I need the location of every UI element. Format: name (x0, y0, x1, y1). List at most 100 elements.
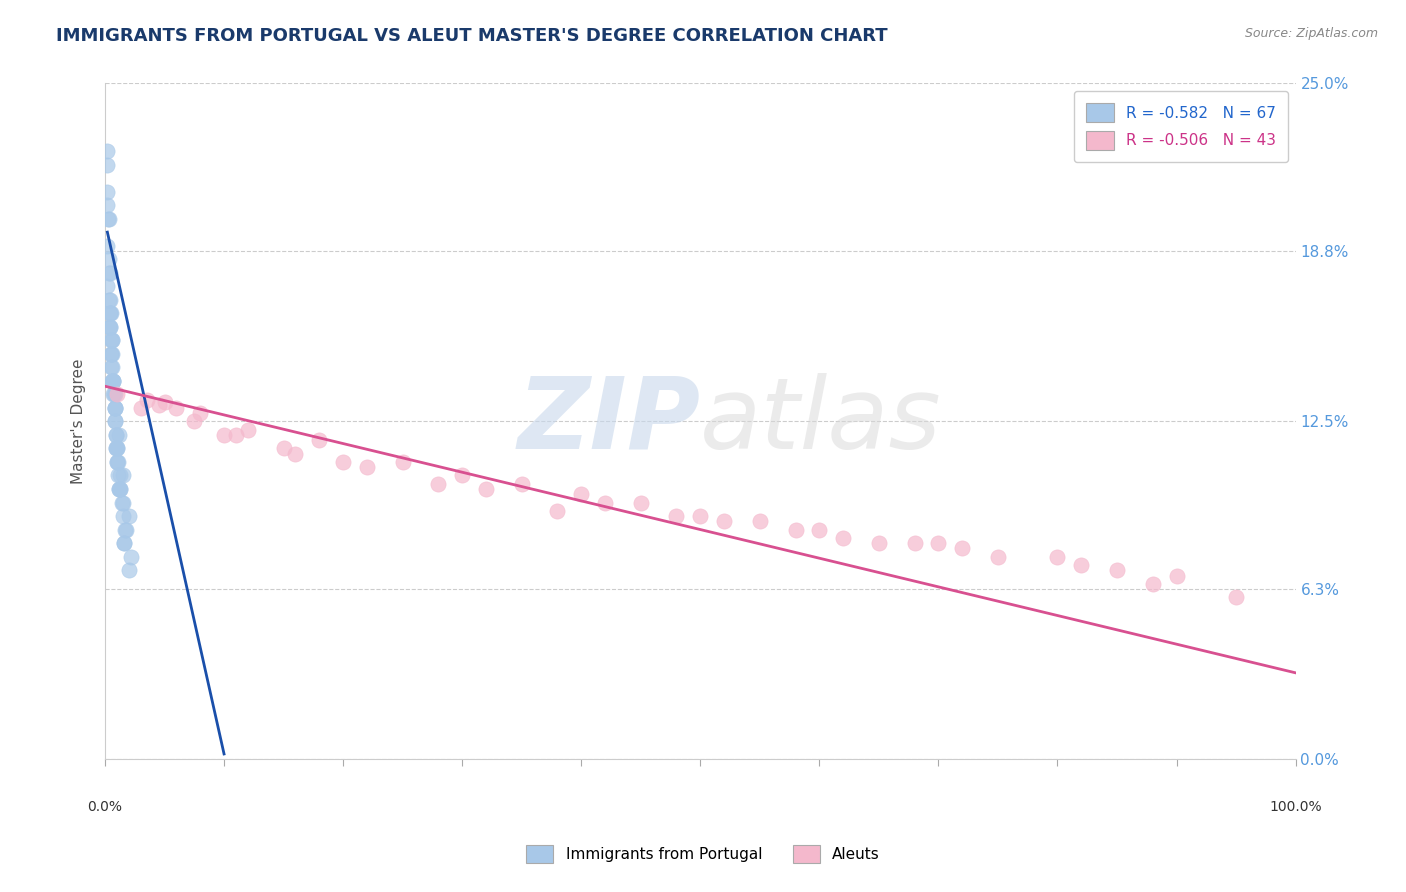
Point (98, 293, 121, 307)
Point (96, 185, 118, 199)
Point (103, 387, 125, 401)
Point (118, 509, 141, 524)
Point (108, 482, 131, 496)
Text: Source: ZipAtlas.com: Source: ZipAtlas.com (1244, 27, 1378, 40)
Point (98, 306, 121, 320)
Point (100, 347, 122, 361)
Point (103, 401, 125, 415)
Point (1142, 576, 1164, 591)
Point (103, 414, 125, 428)
Point (101, 360, 124, 375)
Point (188, 406, 211, 420)
Point (100, 333, 122, 347)
Point (101, 333, 124, 347)
Point (427, 476, 450, 491)
Point (105, 442, 128, 456)
Point (165, 401, 187, 415)
Point (100, 333, 122, 347)
Point (97, 211, 120, 226)
Point (98, 306, 121, 320)
Point (110, 482, 132, 496)
Point (97, 266, 120, 280)
Point (100, 347, 122, 361)
Point (98, 319, 121, 334)
Point (356, 460, 378, 475)
Point (987, 549, 1010, 564)
Point (103, 387, 125, 401)
Point (832, 531, 855, 545)
Point (96, 238, 118, 252)
Point (103, 414, 125, 428)
Point (103, 401, 125, 415)
Point (111, 509, 134, 524)
Point (1225, 590, 1247, 604)
Point (101, 374, 124, 388)
Point (96, 157, 118, 171)
Text: 100.0%: 100.0% (1270, 800, 1322, 814)
Legend: R = -0.582   N = 67, R = -0.506   N = 43: R = -0.582 N = 67, R = -0.506 N = 43 (1074, 91, 1288, 162)
Point (148, 398, 170, 412)
Point (97, 319, 120, 334)
Point (103, 387, 125, 401)
Point (104, 442, 127, 456)
Point (236, 423, 259, 437)
Point (105, 387, 128, 401)
Point (108, 428, 131, 442)
Point (183, 414, 205, 428)
Point (118, 563, 141, 577)
Text: 0.0%: 0.0% (87, 800, 122, 814)
Point (689, 509, 711, 524)
Point (510, 476, 533, 491)
Point (153, 395, 176, 409)
Point (593, 495, 616, 509)
Point (1046, 549, 1069, 564)
Point (105, 455, 128, 469)
Point (903, 536, 925, 550)
Point (308, 434, 330, 448)
Point (100, 306, 122, 320)
Point (104, 428, 127, 442)
Point (808, 523, 831, 537)
Point (129, 401, 152, 415)
Point (630, 495, 652, 509)
Point (475, 482, 498, 496)
Legend: Immigrants from Portugal, Aleuts: Immigrants from Portugal, Aleuts (513, 832, 893, 875)
Y-axis label: Master's Degree: Master's Degree (72, 359, 86, 484)
Point (103, 374, 125, 388)
Text: ZIP: ZIP (517, 373, 700, 470)
Point (96, 198, 118, 212)
Point (105, 442, 128, 456)
Point (665, 509, 688, 524)
Point (120, 549, 142, 564)
Point (451, 468, 474, 483)
Point (111, 495, 134, 509)
Point (284, 447, 307, 461)
Point (110, 468, 132, 483)
Point (112, 536, 135, 550)
Point (115, 523, 138, 537)
Point (98, 293, 121, 307)
Point (103, 401, 125, 415)
Point (332, 455, 354, 469)
Point (103, 374, 125, 388)
Text: IMMIGRANTS FROM PORTUGAL VS ALEUT MASTER'S DEGREE CORRELATION CHART: IMMIGRANTS FROM PORTUGAL VS ALEUT MASTER… (56, 27, 887, 45)
Point (104, 428, 127, 442)
Point (100, 360, 122, 375)
Point (569, 487, 592, 501)
Point (112, 536, 135, 550)
Point (114, 523, 136, 537)
Point (1105, 563, 1128, 577)
Point (107, 468, 129, 483)
Point (713, 515, 735, 529)
Point (101, 347, 124, 361)
Point (111, 468, 134, 483)
Point (97, 252, 120, 267)
Point (98, 319, 121, 334)
Point (868, 536, 890, 550)
Point (135, 392, 157, 407)
Point (546, 503, 568, 517)
Point (225, 428, 247, 442)
Point (273, 442, 295, 456)
Point (391, 455, 413, 469)
Point (212, 428, 235, 442)
